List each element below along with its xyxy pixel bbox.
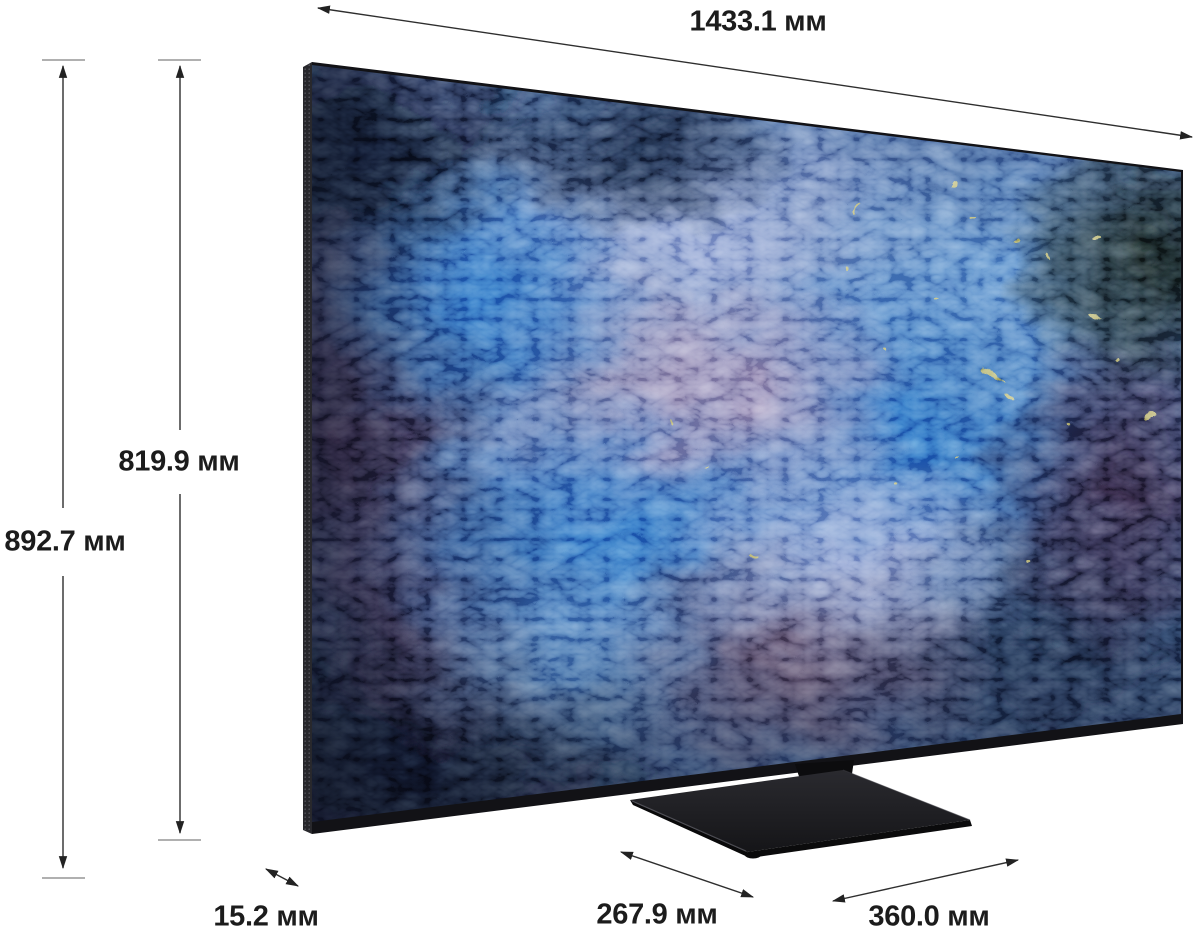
stand-base-lip-right [747, 820, 972, 858]
tv [303, 62, 1183, 859]
stand-width-dimension-label: 360.0 мм [868, 900, 990, 931]
depth-dimension-label: 15.2 мм [213, 900, 319, 931]
stand-depth-dimension-line [619, 851, 755, 898]
stand-rear-edge [842, 769, 971, 821]
stand-base [630, 770, 970, 852]
stand-foot [745, 851, 761, 859]
stand-depth-dimension-label: 267.9 мм [596, 898, 718, 931]
dimension-lines [58, 5, 1194, 903]
tv-stand [630, 760, 972, 859]
tv-screen [312, 65, 1181, 822]
extension-caps [42, 59, 201, 879]
width-dimension-line [316, 5, 1194, 140]
stand-width-dimension-line [831, 858, 1020, 903]
total-height-dimension-label: 892.7 мм [4, 525, 126, 558]
tv-side-bezel-texture [303, 62, 312, 834]
stand-edge-highlight [631, 800, 747, 852]
panel-height-dimension-label: 819.9 мм [118, 445, 240, 478]
depth-dimension-line [265, 868, 299, 887]
stand-base-lip-left [630, 800, 750, 858]
width-dimension-label: 1433.1 мм [689, 5, 827, 38]
